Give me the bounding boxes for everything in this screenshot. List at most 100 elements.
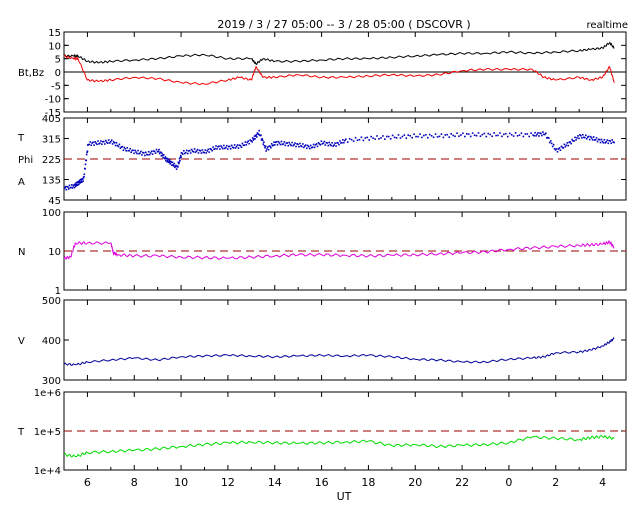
phi-point: [145, 153, 148, 156]
phi-point: [417, 135, 419, 138]
phi-point: [237, 147, 240, 149]
phi-point: [293, 143, 295, 146]
phi-point: [391, 134, 394, 137]
phi-point: [539, 132, 541, 134]
phi-point: [344, 139, 346, 142]
phi-point: [440, 133, 443, 135]
phi-point: [115, 141, 118, 144]
phi-point: [84, 163, 87, 166]
phi-point: [104, 139, 107, 142]
phi-point: [83, 173, 86, 176]
phi-point: [389, 138, 392, 140]
phi-point: [421, 136, 423, 139]
x-tick-label: 4: [599, 476, 606, 489]
phi-point: [326, 142, 329, 144]
phi-point: [281, 143, 284, 146]
phi-point: [205, 152, 208, 154]
phi-point: [81, 181, 83, 183]
phi-point: [71, 184, 73, 186]
y-tick-label: -15: [45, 108, 61, 119]
phi-point: [78, 183, 80, 186]
phi-point: [600, 138, 603, 141]
phi-point: [573, 140, 575, 142]
phi-point: [354, 136, 357, 139]
phi-point: [121, 145, 124, 148]
phi-point: [423, 134, 425, 137]
phi-point: [267, 148, 270, 151]
phi-point: [131, 149, 133, 152]
phi-point: [399, 137, 402, 139]
phi-point: [485, 135, 488, 138]
phi-point: [167, 159, 169, 162]
phi-point: [87, 143, 90, 146]
phi-point: [497, 134, 499, 137]
phi-point: [310, 146, 313, 149]
phi-point: [190, 148, 193, 151]
phi-point: [364, 137, 367, 139]
phi-point: [266, 146, 269, 148]
phi-point: [303, 146, 305, 149]
phi-point: [274, 141, 277, 144]
phi-point: [362, 139, 365, 142]
phi-point: [285, 142, 288, 144]
phi-point: [251, 141, 253, 143]
phi-point: [276, 143, 279, 146]
phi-point: [148, 153, 151, 156]
phi-point: [479, 135, 482, 137]
phi-point: [65, 188, 68, 191]
phi-point: [90, 144, 92, 146]
phi-point: [545, 132, 547, 135]
phi-point: [464, 135, 466, 138]
phi-point: [181, 152, 183, 154]
y-axis-label: A: [18, 177, 25, 188]
y-tick-label: 0: [55, 68, 61, 79]
phi-point: [244, 141, 247, 143]
phi-point: [288, 141, 291, 144]
phi-point: [140, 150, 142, 153]
phi-point: [164, 156, 167, 158]
phi-point: [338, 143, 340, 146]
phi-point: [270, 143, 273, 145]
phi-point: [606, 139, 609, 141]
phi-point: [331, 141, 333, 144]
phi-point: [186, 152, 189, 155]
phi-point: [264, 146, 266, 149]
phi-point: [133, 152, 135, 155]
phi-point: [528, 135, 531, 138]
phi-point: [450, 133, 452, 135]
phi-point: [597, 138, 600, 141]
phi-point: [483, 132, 486, 135]
phi-point: [578, 137, 580, 140]
phi-point: [129, 147, 131, 150]
phi-point: [384, 138, 386, 140]
phi-point: [122, 149, 125, 152]
phi-point: [175, 164, 177, 167]
phi-point: [530, 132, 532, 134]
x-tick-label: 6: [84, 476, 91, 489]
phi-point: [239, 144, 242, 147]
phi-point: [67, 188, 70, 190]
phi-point: [105, 141, 108, 144]
phi-point: [227, 145, 230, 148]
phi-point: [301, 145, 303, 148]
phi-point: [96, 143, 98, 146]
phi-point: [323, 140, 326, 143]
phi-point: [501, 135, 503, 138]
x-tick-label: 22: [455, 476, 469, 489]
phi-point: [194, 151, 197, 153]
phi-point: [419, 133, 421, 135]
phi-point: [425, 133, 427, 136]
panel-speed: 500 400 300 V: [18, 296, 627, 387]
phi-point: [415, 135, 417, 138]
phi-point: [256, 132, 259, 134]
phi-point: [585, 137, 588, 140]
phi-point: [332, 145, 334, 147]
phi-point: [302, 143, 304, 145]
phi-point: [590, 137, 593, 139]
phi-point: [201, 149, 204, 151]
phi-point: [250, 139, 252, 142]
phi-point: [257, 133, 260, 136]
phi-point: [206, 150, 209, 152]
phi-point: [178, 157, 181, 160]
y-axis-label: T: [17, 133, 25, 144]
